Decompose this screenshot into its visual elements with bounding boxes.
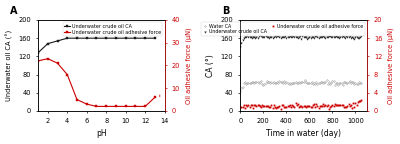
- Underwater crude oil adhesive force: [143, 106, 148, 107]
- Y-axis label: Oil adhesive force (μN): Oil adhesive force (μN): [388, 27, 394, 104]
- Underwater crude oil adhesive force: [152, 96, 157, 98]
- Underwater crude oil CA: [123, 37, 128, 39]
- Line: Underwater crude oil CA: Underwater crude oil CA: [240, 34, 362, 48]
- Underwater crude oil adhesive force: [55, 62, 60, 64]
- Underwater crude oil adhesive force: [74, 99, 79, 100]
- Underwater crude oil CA: [65, 37, 70, 39]
- Y-axis label: CA (°): CA (°): [206, 54, 215, 77]
- Underwater crude oil adhesive force: [36, 60, 40, 62]
- Underwater crude oil adhesive force: [359, 99, 364, 101]
- Underwater crude oil adhesive force: [114, 106, 118, 107]
- Underwater crude oil adhesive force: [308, 106, 313, 108]
- Y-axis label: Oil adhesive force (μN): Oil adhesive force (μN): [186, 27, 192, 104]
- Line: Underwater crude oil adhesive force: Underwater crude oil adhesive force: [37, 57, 156, 108]
- Underwater crude oil CA: [55, 40, 60, 42]
- Water CA: [324, 79, 329, 81]
- Legend: Underwater crude oil CA, Underwater crude oil adhesive force: Underwater crude oil CA, Underwater crud…: [63, 22, 162, 36]
- Water CA: [321, 82, 326, 84]
- Text: A: A: [10, 6, 18, 16]
- Underwater crude oil CA: [310, 36, 315, 38]
- Underwater crude oil CA: [359, 35, 364, 37]
- Underwater crude oil adhesive force: [238, 106, 243, 108]
- Water CA: [241, 82, 246, 84]
- Underwater crude oil adhesive force: [123, 106, 128, 107]
- Underwater crude oil adhesive force: [241, 105, 246, 106]
- Underwater crude oil CA: [133, 37, 138, 39]
- Underwater crude oil CA: [245, 34, 250, 36]
- Line: Underwater crude oil CA: Underwater crude oil CA: [37, 37, 156, 54]
- X-axis label: Time in water (day): Time in water (day): [266, 129, 341, 138]
- Water CA: [344, 82, 349, 84]
- Underwater crude oil CA: [36, 52, 40, 54]
- Underwater crude oil adhesive force: [104, 106, 109, 107]
- Water CA: [308, 82, 313, 84]
- Underwater crude oil CA: [344, 35, 349, 37]
- Underwater crude oil adhesive force: [309, 106, 314, 108]
- Underwater crude oil adhesive force: [94, 106, 99, 107]
- Underwater crude oil adhesive force: [133, 106, 138, 107]
- Underwater crude oil CA: [94, 37, 99, 39]
- Underwater crude oil adhesive force: [321, 103, 326, 105]
- Line: Underwater crude oil adhesive force: Underwater crude oil adhesive force: [240, 99, 362, 110]
- Underwater crude oil CA: [322, 36, 327, 38]
- Underwater crude oil CA: [317, 36, 322, 38]
- Underwater crude oil CA: [152, 37, 157, 39]
- Underwater crude oil CA: [114, 37, 118, 39]
- X-axis label: pH: pH: [96, 129, 107, 138]
- Y-axis label: Underwater oil CA (°): Underwater oil CA (°): [6, 30, 13, 101]
- Underwater crude oil adhesive force: [326, 108, 331, 110]
- Water CA: [238, 90, 243, 91]
- Water CA: [359, 82, 364, 84]
- Underwater crude oil CA: [104, 37, 109, 39]
- Underwater crude oil CA: [45, 43, 50, 44]
- Underwater crude oil adhesive force: [316, 107, 321, 109]
- Underwater crude oil adhesive force: [65, 74, 70, 75]
- Underwater crude oil CA: [143, 37, 148, 39]
- Underwater crude oil CA: [238, 47, 243, 48]
- Underwater crude oil CA: [74, 37, 79, 39]
- Line: Water CA: Water CA: [240, 79, 362, 91]
- Underwater crude oil CA: [309, 36, 314, 38]
- Underwater crude oil adhesive force: [84, 103, 89, 105]
- Underwater crude oil adhesive force: [45, 58, 50, 59]
- Underwater crude oil adhesive force: [344, 106, 349, 108]
- Water CA: [309, 81, 314, 83]
- Water CA: [316, 82, 321, 84]
- Text: B: B: [222, 6, 230, 16]
- Legend: Water CA, Underwater crude oil CA, Underwater crude oil adhesive force: Water CA, Underwater crude oil CA, Under…: [201, 22, 364, 36]
- Underwater crude oil CA: [84, 37, 89, 39]
- Underwater crude oil CA: [241, 37, 246, 39]
